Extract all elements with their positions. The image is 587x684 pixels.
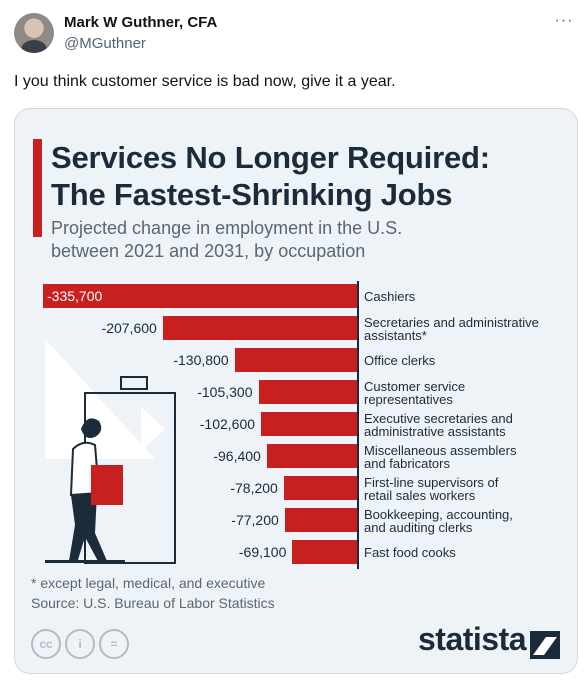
bar-7 xyxy=(284,508,357,532)
bar-5 xyxy=(266,444,357,468)
avatar[interactable] xyxy=(14,13,54,53)
author-handle[interactable]: @MGuthner xyxy=(64,35,146,52)
category-label-line: First-line supervisors of xyxy=(364,475,499,490)
bar-value-label-7: -77,200 xyxy=(231,512,279,528)
chart-baseline xyxy=(357,281,359,569)
subtitle-line-1: Projected change in employment in the U.… xyxy=(51,218,403,238)
category-label-line: Bookkeeping, accounting, xyxy=(364,507,513,522)
bar-8 xyxy=(292,540,357,564)
category-label-line: Customer service xyxy=(364,379,466,394)
bar-value-label-6: -78,200 xyxy=(230,480,278,496)
category-label-line: Fast food cooks xyxy=(364,545,456,560)
infographic-title: Services No Longer Required: The Fastest… xyxy=(51,139,571,213)
category-label-4: Executive secretaries and administrative … xyxy=(364,412,574,438)
category-label-line: and fabricators xyxy=(364,456,450,471)
category-label-3: Customer service representatives xyxy=(364,380,574,406)
title-line-1: Services No Longer Required: xyxy=(51,140,490,175)
category-label-2: Office clerks xyxy=(364,354,574,367)
title-line-2: The Fastest-Shrinking Jobs xyxy=(51,177,453,212)
footnote: * except legal, medical, and executive xyxy=(31,575,266,591)
category-label-6: First-line supervisors of retail sales wo… xyxy=(364,476,574,502)
infographic-card[interactable]: Services No Longer Required: The Fastest… xyxy=(14,108,578,674)
attribution-icon[interactable]: i xyxy=(65,629,95,659)
bar-1 xyxy=(162,316,357,340)
title-accent-bar xyxy=(33,139,42,237)
bar-value-label-0: -335,700 xyxy=(47,288,103,304)
more-options-button[interactable]: ··· xyxy=(554,12,574,29)
bar-2 xyxy=(234,348,357,372)
bar-4 xyxy=(261,412,357,436)
bar-0 xyxy=(43,284,357,308)
tweet-text: I you think customer service is bad now,… xyxy=(14,73,396,90)
bar-value-label-2: -130,800 xyxy=(173,352,229,368)
bar-value-label-4: -102,600 xyxy=(199,416,256,432)
no-derivatives-icon[interactable]: = xyxy=(99,629,129,659)
bar-value-label-5: -96,400 xyxy=(213,448,261,464)
bar-value-label-8: -69,100 xyxy=(238,544,287,560)
category-label-line: Office clerks xyxy=(364,353,436,368)
category-label-1: Secretaries and administrative assistants… xyxy=(364,316,574,342)
category-label-line: and auditing clerks xyxy=(364,520,473,535)
category-label-line: representatives xyxy=(364,392,453,407)
category-label-line: assistants* xyxy=(364,328,427,343)
category-label-line: Executive secretaries and xyxy=(364,411,513,426)
author-name[interactable]: Mark W Guthner, CFA xyxy=(64,14,218,31)
bar-value-label-3: -105,300 xyxy=(197,384,253,400)
statista-logo-icon[interactable] xyxy=(530,631,560,659)
category-label-5: Miscellaneous assemblers and fabricators xyxy=(364,444,574,470)
creative-commons-icon[interactable]: cc xyxy=(31,629,61,659)
category-label-line: retail sales workers xyxy=(364,488,476,503)
category-label-line: Cashiers xyxy=(364,289,416,304)
bar-6 xyxy=(283,476,357,500)
category-label-7: Bookkeeping, accounting, and auditing cle… xyxy=(364,508,574,534)
category-label-line: Miscellaneous assemblers xyxy=(364,443,517,458)
category-label-line: administrative assistants xyxy=(364,424,506,439)
category-label-line: Secretaries and administrative xyxy=(364,315,539,330)
subtitle-line-2: between 2021 and 2031, by occupation xyxy=(51,241,366,261)
source: Source: U.S. Bureau of Labor Statistics xyxy=(31,595,275,611)
category-label-8: Fast food cooks xyxy=(364,546,574,559)
infographic-subtitle: Projected change in employment in the U.… xyxy=(51,217,571,263)
bar-value-label-1: -207,600 xyxy=(101,320,157,336)
bar-3 xyxy=(258,380,357,404)
statista-logo-text[interactable]: statista xyxy=(418,621,527,657)
category-label-0: Cashiers xyxy=(364,290,574,303)
person-carrying-box-illustration xyxy=(45,339,176,564)
